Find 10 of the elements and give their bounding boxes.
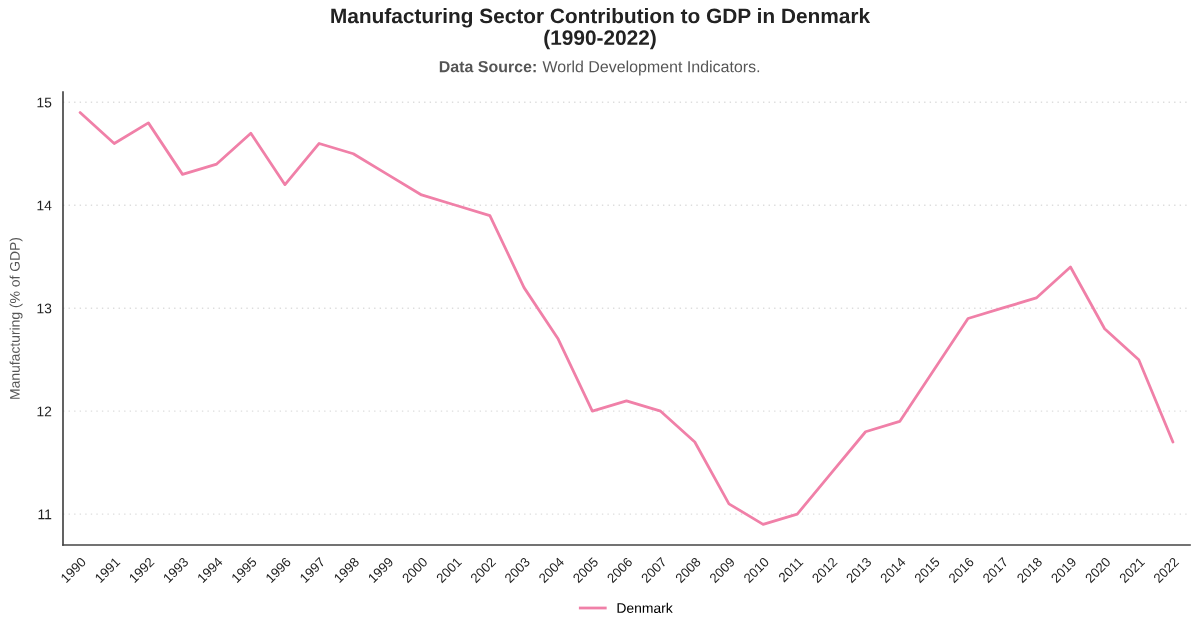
y-tick-label: 13 — [37, 303, 52, 314]
y-tick-label: 15 — [37, 97, 52, 108]
y-tick-label: 14 — [37, 200, 52, 211]
legend-label: Denmark — [617, 602, 673, 613]
chart-title: Manufacturing Sector Contribution to GDP in Denmark (1990-2022) — [331, 8, 871, 50]
chart-subtitle: Data Source: World Development Indicators. — [439, 60, 760, 76]
y-axis-title: Manufacturing (% of GDP) — [9, 237, 23, 399]
y-tick-label: 11 — [38, 509, 52, 520]
y-tick-label: 12 — [37, 406, 52, 417]
line-series — [78, 111, 1175, 526]
